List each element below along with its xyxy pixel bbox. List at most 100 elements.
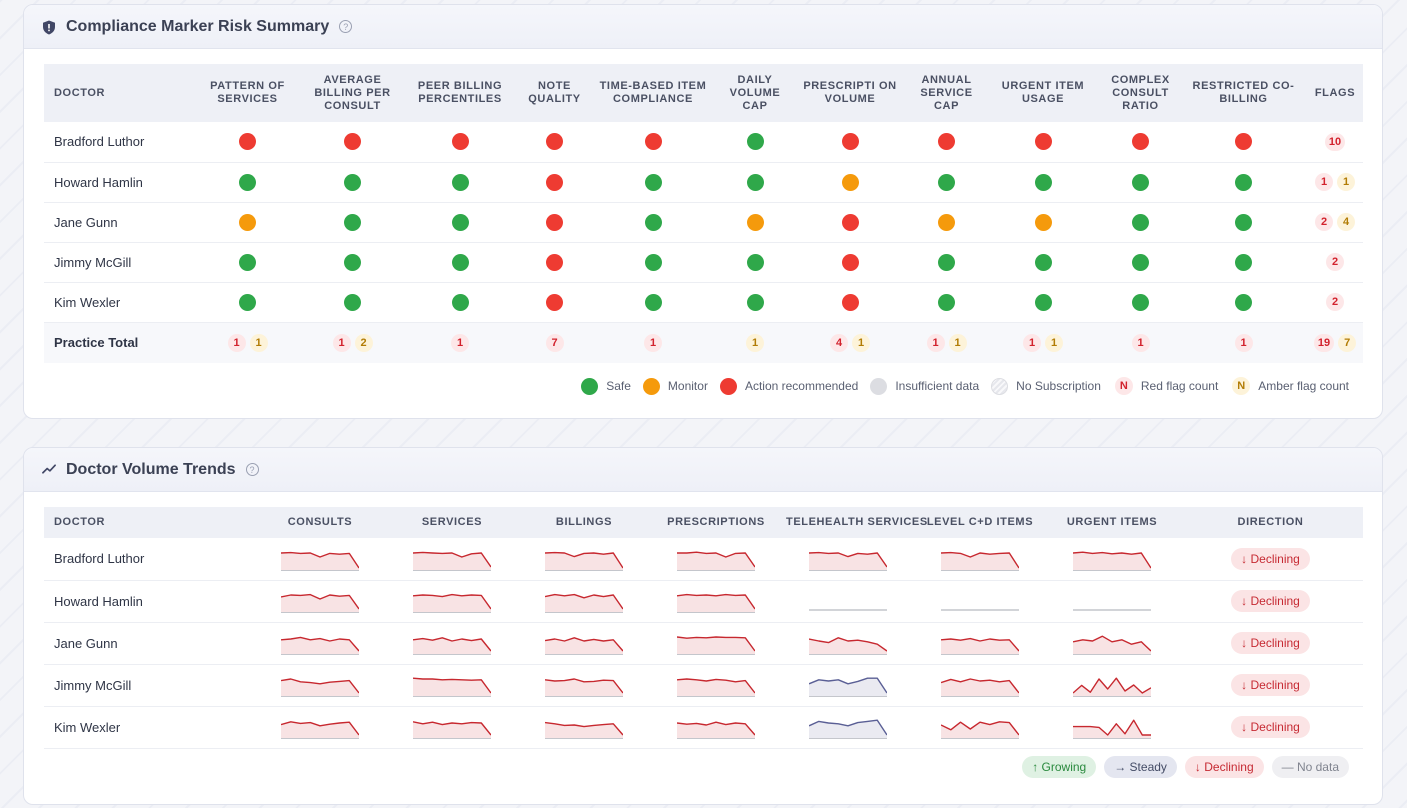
action-status-dot-icon[interactable]: [841, 133, 859, 151]
safe-status-dot-icon[interactable]: [344, 213, 361, 231]
action-status-dot-icon[interactable]: [1132, 133, 1149, 151]
safe-status-dot-icon[interactable]: [239, 293, 256, 311]
steady-sparkline[interactable]: [809, 673, 887, 697]
declining-sparkline[interactable]: [677, 673, 755, 697]
table-row[interactable]: Jane Gunn ↓ Declining: [44, 622, 1363, 665]
safe-status-dot-icon[interactable]: [1235, 173, 1252, 191]
help-icon[interactable]: ?: [245, 463, 259, 476]
nodata-sparkline[interactable]: [941, 589, 1019, 613]
declining-sparkline[interactable]: [677, 715, 755, 739]
declining-sparkline[interactable]: [281, 715, 359, 739]
safe-status-dot-icon[interactable]: [746, 253, 764, 271]
safe-status-dot-icon[interactable]: [451, 293, 469, 311]
steady-sparkline[interactable]: [809, 715, 887, 739]
safe-status-dot-icon[interactable]: [1034, 293, 1052, 311]
declining-sparkline[interactable]: [281, 631, 359, 655]
help-icon[interactable]: ?: [339, 20, 353, 33]
safe-status-dot-icon[interactable]: [1132, 293, 1149, 311]
safe-status-dot-icon[interactable]: [239, 253, 256, 271]
action-status-dot-icon[interactable]: [938, 133, 955, 151]
action-status-dot-icon[interactable]: [239, 133, 256, 151]
safe-status-dot-icon[interactable]: [344, 253, 361, 271]
declining-sparkline[interactable]: [1073, 673, 1151, 697]
safe-status-dot-icon[interactable]: [239, 173, 256, 191]
nodata-sparkline[interactable]: [1073, 589, 1151, 613]
safe-status-dot-icon[interactable]: [938, 253, 955, 271]
declining-sparkline[interactable]: [677, 631, 755, 655]
declining-sparkline[interactable]: [413, 673, 491, 697]
declining-sparkline[interactable]: [941, 547, 1019, 571]
table-row[interactable]: Jimmy McGill ↓ Declining: [44, 664, 1363, 707]
action-status-dot-icon[interactable]: [546, 173, 563, 191]
table-row[interactable]: Kim Wexler ↓ Declining: [44, 706, 1363, 749]
monitor-status-dot-icon[interactable]: [1034, 213, 1052, 231]
declining-sparkline[interactable]: [941, 631, 1019, 655]
table-row[interactable]: Howard Hamlin ↓ Declining: [44, 580, 1363, 623]
monitor-status-dot-icon[interactable]: [938, 213, 955, 231]
table-row[interactable]: Jane Gunn 2 4: [44, 202, 1363, 243]
declining-sparkline[interactable]: [281, 589, 359, 613]
safe-status-dot-icon[interactable]: [938, 293, 955, 311]
safe-status-dot-icon[interactable]: [451, 173, 469, 191]
safe-status-dot-icon[interactable]: [451, 213, 469, 231]
table-row[interactable]: Jimmy McGill 2: [44, 242, 1363, 283]
safe-status-dot-icon[interactable]: [1034, 173, 1052, 191]
action-status-dot-icon[interactable]: [546, 213, 563, 231]
table-row[interactable]: Bradford Luthor ↓ Declining: [44, 538, 1363, 581]
declining-sparkline[interactable]: [809, 547, 887, 571]
declining-sparkline[interactable]: [1073, 715, 1151, 739]
safe-status-dot-icon[interactable]: [1132, 213, 1149, 231]
declining-sparkline[interactable]: [545, 589, 623, 613]
declining-sparkline[interactable]: [413, 715, 491, 739]
action-status-dot-icon[interactable]: [841, 293, 859, 311]
safe-status-dot-icon[interactable]: [1132, 253, 1149, 271]
safe-status-dot-icon[interactable]: [1235, 293, 1252, 311]
safe-status-dot-icon[interactable]: [644, 213, 662, 231]
declining-sparkline[interactable]: [413, 631, 491, 655]
declining-sparkline[interactable]: [545, 631, 623, 655]
action-status-dot-icon[interactable]: [546, 133, 563, 151]
safe-status-dot-icon[interactable]: [344, 173, 361, 191]
declining-sparkline[interactable]: [545, 547, 623, 571]
action-status-dot-icon[interactable]: [841, 253, 859, 271]
declining-sparkline[interactable]: [809, 631, 887, 655]
safe-status-dot-icon[interactable]: [746, 173, 764, 191]
safe-status-dot-icon[interactable]: [344, 293, 361, 311]
declining-sparkline[interactable]: [413, 589, 491, 613]
action-status-dot-icon[interactable]: [344, 133, 361, 151]
declining-sparkline[interactable]: [1073, 547, 1151, 571]
safe-status-dot-icon[interactable]: [1034, 253, 1052, 271]
declining-sparkline[interactable]: [281, 547, 359, 571]
safe-status-dot-icon[interactable]: [746, 293, 764, 311]
table-row[interactable]: Kim Wexler 2: [44, 282, 1363, 323]
declining-sparkline[interactable]: [1073, 631, 1151, 655]
monitor-status-dot-icon[interactable]: [746, 213, 764, 231]
nodata-sparkline[interactable]: [809, 589, 887, 613]
safe-status-dot-icon[interactable]: [451, 253, 469, 271]
declining-sparkline[interactable]: [677, 589, 755, 613]
action-status-dot-icon[interactable]: [644, 133, 662, 151]
declining-sparkline[interactable]: [941, 673, 1019, 697]
action-status-dot-icon[interactable]: [1034, 133, 1052, 151]
declining-sparkline[interactable]: [941, 715, 1019, 739]
action-status-dot-icon[interactable]: [546, 253, 563, 271]
safe-status-dot-icon[interactable]: [746, 133, 764, 151]
safe-status-dot-icon[interactable]: [1235, 253, 1252, 271]
action-status-dot-icon[interactable]: [841, 213, 859, 231]
action-status-dot-icon[interactable]: [451, 133, 469, 151]
safe-status-dot-icon[interactable]: [1235, 213, 1252, 231]
declining-sparkline[interactable]: [545, 715, 623, 739]
safe-status-dot-icon[interactable]: [644, 293, 662, 311]
action-status-dot-icon[interactable]: [1235, 133, 1252, 151]
safe-status-dot-icon[interactable]: [938, 173, 955, 191]
declining-sparkline[interactable]: [677, 547, 755, 571]
declining-sparkline[interactable]: [413, 547, 491, 571]
table-row[interactable]: Howard Hamlin 1 1: [44, 162, 1363, 203]
monitor-status-dot-icon[interactable]: [239, 213, 256, 231]
table-row[interactable]: Bradford Luthor 10: [44, 122, 1363, 163]
safe-status-dot-icon[interactable]: [644, 253, 662, 271]
declining-sparkline[interactable]: [545, 673, 623, 697]
safe-status-dot-icon[interactable]: [1132, 173, 1149, 191]
safe-status-dot-icon[interactable]: [644, 173, 662, 191]
monitor-status-dot-icon[interactable]: [841, 173, 859, 191]
